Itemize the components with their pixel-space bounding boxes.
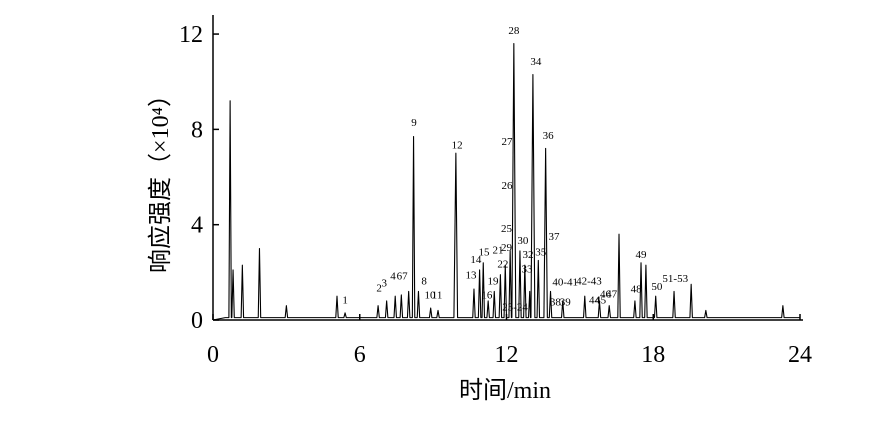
y-tick-label: 0 <box>191 308 203 334</box>
peak-label: 1 <box>342 294 348 306</box>
peak-label: 25 <box>501 223 513 235</box>
peak-label: 14 <box>470 254 482 266</box>
peak-label: 23-24 <box>502 301 528 313</box>
y-tick-label: 4 <box>191 213 203 239</box>
peak-label: 49 <box>636 249 648 261</box>
peak-label: 13 <box>466 269 478 281</box>
peak-label: 27 <box>501 136 513 148</box>
peak-label: 42-43 <box>576 275 602 287</box>
peak-label: 48 <box>631 284 643 296</box>
x-tick-label: 12 <box>495 342 519 368</box>
peak-label: 11 <box>432 290 443 302</box>
peak-label: 40-41 <box>552 276 578 288</box>
peak-label: 10 <box>424 290 436 302</box>
peak-label: 32 <box>523 249 534 261</box>
x-tick-label: 0 <box>207 342 219 368</box>
peak-label: 46 <box>600 288 612 300</box>
peak-label: 26 <box>501 180 513 192</box>
peak-label: 16 <box>481 290 493 302</box>
peak-label: 9 <box>411 117 417 129</box>
x-tick-label: 18 <box>641 342 665 368</box>
peak-label: 47 <box>606 288 618 300</box>
y-axis-title: 响应强度（×10⁴） <box>147 83 174 273</box>
chromatogram-line <box>212 43 800 321</box>
peak-label: 4 <box>390 270 396 282</box>
peak-label: 15 <box>478 247 490 259</box>
peak-label: 33 <box>522 263 534 275</box>
peak-label: 28 <box>508 25 520 37</box>
peak-label: 30 <box>517 235 529 247</box>
peak-label: 44 <box>589 294 601 306</box>
x-tick-label: 6 <box>354 342 366 368</box>
peak-label: 2 <box>376 282 382 294</box>
peak-label: 36 <box>543 130 555 142</box>
peak-label: 29 <box>501 242 513 254</box>
y-tick-label: 12 <box>179 22 203 48</box>
peak-label: 8 <box>421 275 427 287</box>
peak-label: 34 <box>530 56 542 68</box>
peak-label: 22 <box>497 259 508 271</box>
x-axis-title: 时间/min <box>459 377 551 404</box>
peak-label: 38 <box>550 297 562 309</box>
x-tick-label: 24 <box>788 342 812 368</box>
peak-label: 50 <box>651 281 663 293</box>
peak-label: 67 <box>397 270 409 282</box>
peak-label: 37 <box>548 231 560 243</box>
peak-label: 35 <box>535 247 547 259</box>
y-tick-label: 8 <box>191 117 203 143</box>
peak-label: 21 <box>492 244 503 256</box>
peak-label: 39 <box>560 297 572 309</box>
peak-label: 51-53 <box>662 273 688 285</box>
peak-label: 12 <box>452 139 463 151</box>
peak-label: 45 <box>595 294 607 306</box>
peak-label: 19 <box>488 275 500 287</box>
peak-label: 3 <box>381 278 387 290</box>
